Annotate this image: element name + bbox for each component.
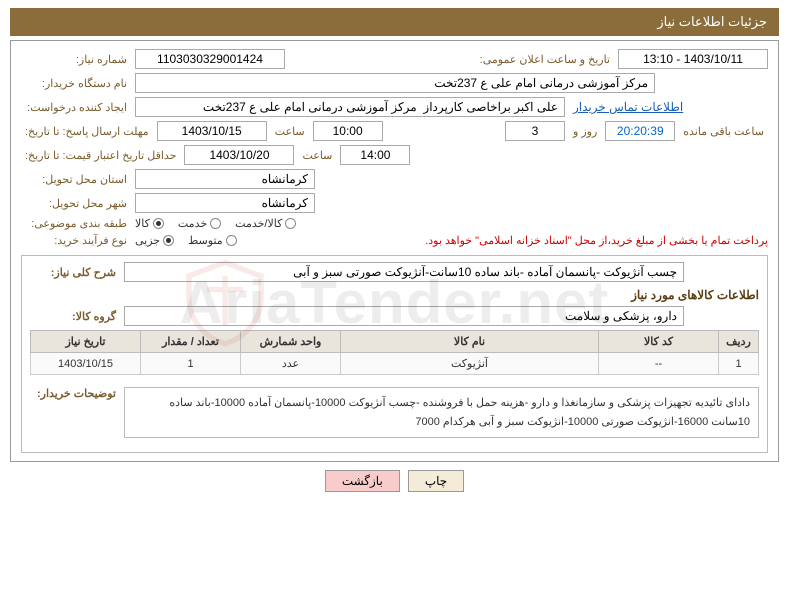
- announce-datetime: [618, 49, 768, 69]
- th-unit: واحد شمارش: [241, 331, 341, 353]
- radio-icon: [226, 235, 237, 246]
- table-row: 1 -- آنژیوکت عدد 1 1403/10/15: [31, 353, 759, 375]
- days-word: روز و: [569, 125, 601, 138]
- explain-box: دادای تائیدیه تجهیزات پزشکی و سازمانغذا …: [124, 387, 759, 438]
- main-panel: تاریخ و ساعت اعلان عمومی: شماره نیاز: نا…: [10, 40, 779, 462]
- reply-date: [157, 121, 267, 141]
- requester-input: [135, 97, 565, 117]
- row-explain: دادای تائیدیه تجهیزات پزشکی و سازمانغذا …: [30, 381, 759, 438]
- row-category: کالا/خدمت خدمت کالا طبقه بندی موضوعی:: [21, 217, 768, 230]
- reply-deadline-label: مهلت ارسال پاسخ: تا تاریخ:: [21, 125, 153, 138]
- buyer-org-label: نام دستگاه خریدار:: [21, 77, 131, 90]
- goods-group-label: گروه کالا:: [30, 310, 120, 323]
- hour-label-2: ساعت: [298, 149, 336, 162]
- row-requester: اطلاعات تماس خریدار ایجاد کننده درخواست:: [21, 97, 768, 117]
- explain-label: توضیحات خریدار:: [30, 381, 120, 400]
- th-name: نام کالا: [341, 331, 599, 353]
- category-label: طبقه بندی موضوعی:: [21, 217, 131, 230]
- row-reply-deadline: ساعت باقی مانده روز و ساعت مهلت ارسال پا…: [21, 121, 768, 141]
- category-radios: کالا/خدمت خدمت کالا: [135, 217, 296, 230]
- price-hour: [340, 145, 410, 165]
- th-code: کد کالا: [599, 331, 719, 353]
- radio-icon: [153, 218, 164, 229]
- cell-unit: عدد: [241, 353, 341, 375]
- row-need-desc: شرح کلی نیاز:: [30, 262, 759, 282]
- province-label: استان محل تحویل:: [21, 173, 131, 186]
- time-remaining: [605, 121, 675, 141]
- hour-label-1: ساعت: [271, 125, 309, 138]
- row-city: شهر محل تحویل:: [21, 193, 768, 213]
- row-buyer-org: نام دستگاه خریدار:: [21, 73, 768, 93]
- panel-header: جزئیات اطلاعات نیاز: [10, 8, 779, 36]
- city-input: [135, 193, 315, 213]
- cell-date: 1403/10/15: [31, 353, 141, 375]
- th-row: ردیف: [719, 331, 759, 353]
- payment-note: پرداخت تمام یا بخشی از مبلغ خرید،از محل …: [425, 234, 768, 247]
- radio-both[interactable]: کالا/خدمت: [235, 217, 296, 230]
- radio-partial[interactable]: جزیی: [135, 234, 174, 247]
- time-suffix: ساعت باقی مانده: [679, 125, 768, 138]
- row-price-validity: ساعت حداقل تاریخ اعتبار قیمت: تا تاریخ:: [21, 145, 768, 165]
- process-label: نوع فرآیند خرید:: [21, 234, 131, 247]
- cell-code: --: [599, 353, 719, 375]
- process-radios: متوسط جزیی: [135, 234, 237, 247]
- th-date: تاریخ نیاز: [31, 331, 141, 353]
- radio-icon: [285, 218, 296, 229]
- panel-title: جزئیات اطلاعات نیاز: [657, 14, 767, 29]
- print-button[interactable]: چاپ: [408, 470, 464, 492]
- city-label: شهر محل تحویل:: [21, 197, 131, 210]
- need-desc-label: شرح کلی نیاز:: [30, 266, 120, 279]
- need-no-label: شماره نیاز:: [21, 53, 131, 66]
- cell-row: 1: [719, 353, 759, 375]
- button-row: چاپ بازگشت: [0, 470, 789, 492]
- table-header-row: ردیف کد کالا نام کالا واحد شمارش تعداد /…: [31, 331, 759, 353]
- contact-link[interactable]: اطلاعات تماس خریدار: [573, 100, 683, 114]
- cell-name: آنژیوکت: [341, 353, 599, 375]
- radio-medium[interactable]: متوسط: [188, 234, 237, 247]
- province-input: [135, 169, 315, 189]
- need-no-input: [135, 49, 285, 69]
- goods-group-input: [124, 306, 684, 326]
- requester-label: ایجاد کننده درخواست:: [21, 101, 131, 114]
- radio-icon: [163, 235, 174, 246]
- sub-panel: شرح کلی نیاز: اطلاعات کالاهای مورد نیاز …: [21, 255, 768, 453]
- buyer-org-input: [135, 73, 655, 93]
- radio-goods[interactable]: کالا: [135, 217, 164, 230]
- need-desc-input: [124, 262, 684, 282]
- goods-info-header: اطلاعات کالاهای مورد نیاز: [30, 288, 759, 302]
- price-date: [184, 145, 294, 165]
- th-qty: تعداد / مقدار: [141, 331, 241, 353]
- reply-hour: [313, 121, 383, 141]
- days-remaining: [505, 121, 565, 141]
- row-goods-group: گروه کالا:: [30, 306, 759, 326]
- cell-qty: 1: [141, 353, 241, 375]
- radio-icon: [210, 218, 221, 229]
- row-process: پرداخت تمام یا بخشی از مبلغ خرید،از محل …: [21, 234, 768, 247]
- row-need-no: تاریخ و ساعت اعلان عمومی: شماره نیاز:: [21, 49, 768, 69]
- radio-service[interactable]: خدمت: [178, 217, 221, 230]
- price-valid-label: حداقل تاریخ اعتبار قیمت: تا تاریخ:: [21, 149, 180, 162]
- goods-table: ردیف کد کالا نام کالا واحد شمارش تعداد /…: [30, 330, 759, 375]
- announce-label: تاریخ و ساعت اعلان عمومی:: [476, 53, 614, 66]
- back-button[interactable]: بازگشت: [325, 470, 400, 492]
- row-province: استان محل تحویل:: [21, 169, 768, 189]
